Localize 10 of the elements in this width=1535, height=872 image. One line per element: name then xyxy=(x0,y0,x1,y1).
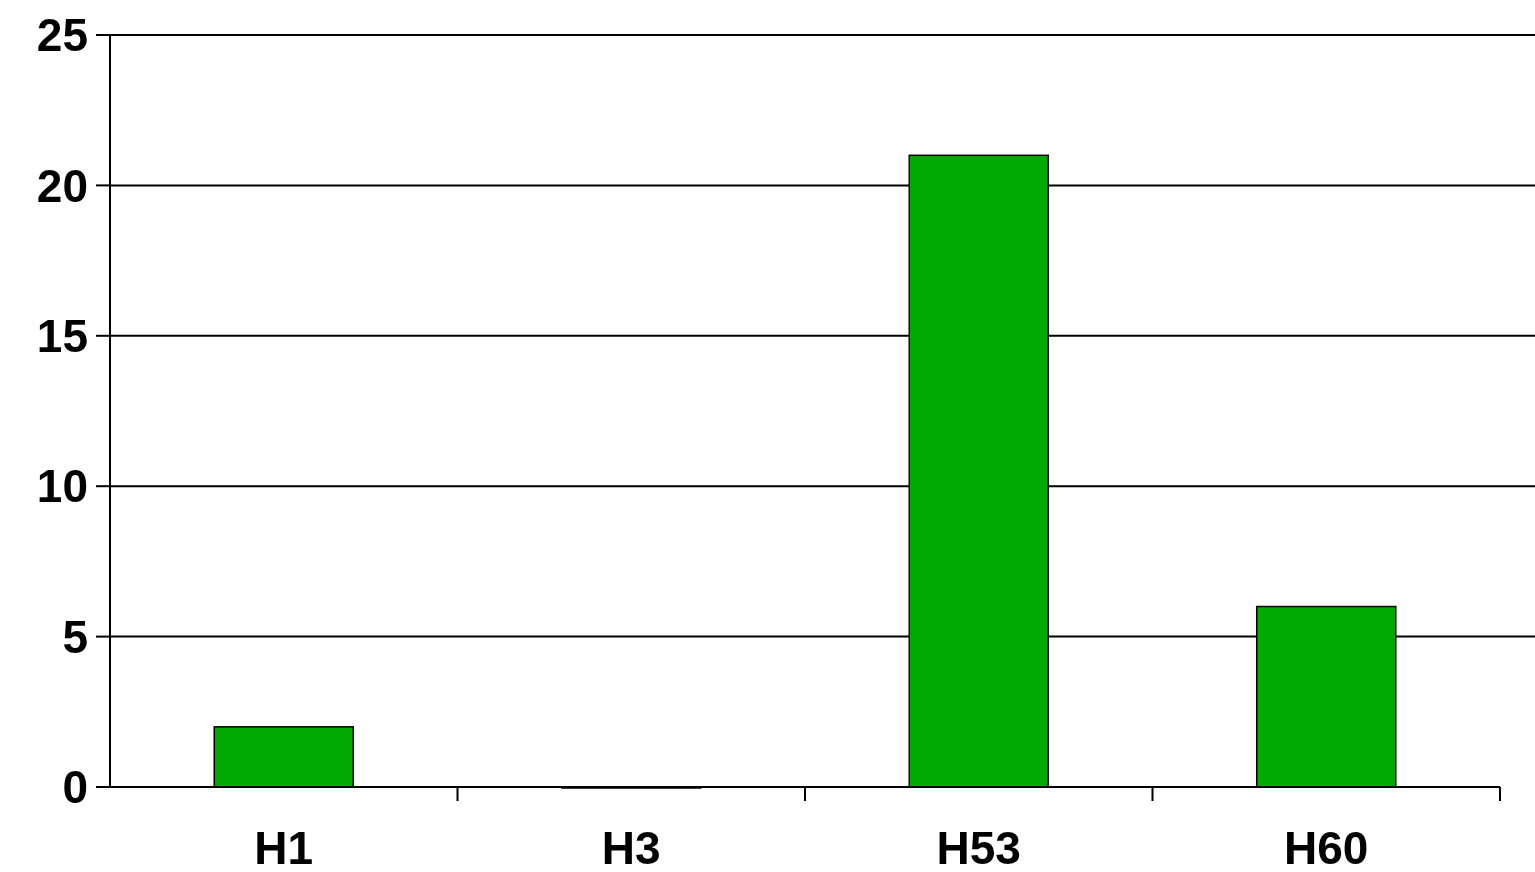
x-tick-label: H60 xyxy=(1284,822,1369,872)
x-tick-label: H53 xyxy=(936,822,1021,872)
x-tick-label: H1 xyxy=(254,822,314,872)
x-tick-label: H3 xyxy=(601,822,661,872)
y-tick-label: 10 xyxy=(36,460,88,513)
y-tick-label: 20 xyxy=(36,159,88,212)
y-tick-label: 0 xyxy=(62,761,88,814)
y-tick-label: 15 xyxy=(36,309,88,362)
y-tick-label: 5 xyxy=(62,610,88,663)
y-tick-label: 25 xyxy=(36,9,88,62)
